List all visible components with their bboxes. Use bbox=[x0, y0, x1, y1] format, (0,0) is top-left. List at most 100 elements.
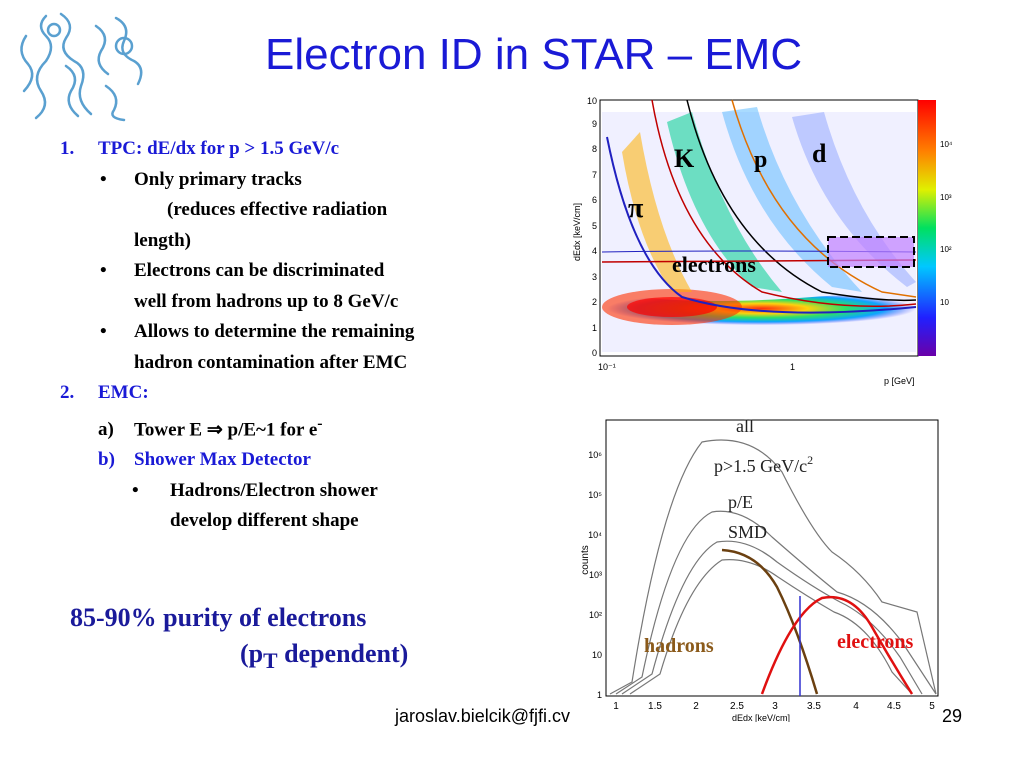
bullet-marker: • bbox=[132, 479, 139, 501]
y-axis-label: counts bbox=[580, 545, 591, 574]
purity-line-1: 85-90% purity of electrons bbox=[70, 603, 367, 632]
kaon-label: K bbox=[674, 144, 695, 173]
y-tick: 10⁵ bbox=[588, 490, 602, 500]
x-tick: 1 bbox=[790, 362, 795, 372]
smd-label: SMD bbox=[728, 522, 767, 542]
purity-text: dependent) bbox=[277, 639, 409, 668]
list-item-tpc: 1. TPC: dE/dx for p > 1.5 GeV/c bbox=[60, 134, 520, 165]
y-tick: 1 bbox=[597, 690, 602, 700]
y-tick: 10³ bbox=[589, 570, 602, 580]
x-axis-label: dEdx [keV/cm] bbox=[732, 713, 790, 722]
body-text: 1. TPC: dE/dx for p > 1.5 GeV/c • Only pri… bbox=[60, 134, 520, 537]
electrons-fit bbox=[760, 595, 914, 695]
y-tick: 5 bbox=[592, 221, 597, 231]
dedx-spectrum-plot: 1 10 10² 10³ 10⁴ 10⁵ 10⁶ counts 1 1.5 2 … bbox=[580, 416, 939, 722]
deuteron-label: d bbox=[812, 139, 827, 168]
proton-label: p bbox=[754, 147, 767, 173]
list-number: 1. bbox=[60, 138, 75, 159]
electrons-label: electrons bbox=[672, 252, 756, 277]
all-label: all bbox=[736, 416, 754, 436]
list-number: 2. bbox=[60, 382, 75, 403]
pe-label: p/E bbox=[728, 492, 753, 512]
y-tick: 6 bbox=[592, 195, 597, 205]
colorbar bbox=[918, 100, 936, 356]
colorbar-tick: 10 bbox=[940, 298, 949, 307]
colorbar-tick: 10⁴ bbox=[940, 140, 953, 149]
x-tick: 5 bbox=[929, 701, 935, 712]
list-label: TPC: dE/dx for p > 1.5 GeV/c bbox=[98, 138, 340, 159]
pe-spectrum bbox=[621, 540, 923, 695]
y-tick-labels: 1 10 10² 10³ 10⁴ 10⁵ 10⁶ bbox=[588, 450, 602, 700]
smd-spectrum bbox=[629, 559, 913, 695]
x-tick: 1.5 bbox=[648, 701, 662, 712]
x-tick: 3.5 bbox=[807, 701, 821, 712]
y-tick: 1 bbox=[592, 323, 597, 333]
pcut-label-text: p>1.5 GeV/c bbox=[714, 456, 807, 476]
x-tick-labels: 10⁻¹ 1 bbox=[598, 362, 795, 372]
bullet-text: Only primary tracks bbox=[134, 168, 302, 190]
purity-text: (p bbox=[240, 639, 264, 668]
y-tick: 10⁶ bbox=[588, 450, 602, 460]
x-tick: 4.5 bbox=[887, 701, 901, 712]
colorbar-tick: 10³ bbox=[940, 193, 952, 202]
purity-statement: 85-90% purity of electrons (pT dependent… bbox=[70, 600, 408, 679]
x-tick: 3 bbox=[772, 701, 778, 712]
bullet-marker: • bbox=[100, 260, 107, 281]
bullet-item: • Allows to determine the remaining bbox=[60, 317, 520, 348]
purity-subscript: T bbox=[263, 649, 278, 674]
y-tick: 10² bbox=[589, 610, 602, 620]
y-tick: 10⁴ bbox=[588, 530, 602, 540]
y-tick: 3 bbox=[592, 272, 597, 282]
electrons-label: electrons bbox=[837, 631, 913, 653]
colorbar-tick-labels: 10⁴ 10³ 10² 10 bbox=[940, 140, 953, 307]
footer-email: jaroslav.bielcik@fjfi.cv bbox=[395, 706, 570, 726]
sub-text: Tower E ⇒ p/E~1 for e bbox=[134, 418, 318, 440]
x-tick: 1 bbox=[613, 701, 619, 712]
bullet-text-continued: well from hadrons up to 8 GeV/c bbox=[134, 290, 399, 312]
y-tick: 8 bbox=[592, 144, 597, 154]
pion-label: π bbox=[628, 193, 644, 224]
y-tick: 9 bbox=[592, 119, 597, 129]
bullet-text-continued: length) bbox=[134, 229, 191, 251]
bullet-text-continued: hadron contamination after EMC bbox=[134, 351, 408, 373]
y-tick: 7 bbox=[592, 170, 597, 180]
university-logo bbox=[20, 12, 143, 122]
list-label: EMC: bbox=[98, 382, 149, 403]
bullet-text-continued: (reduces effective radiation bbox=[167, 199, 388, 220]
all-spectrum bbox=[609, 439, 937, 695]
y-tick-labels: 0 1 2 3 4 5 6 7 8 9 10 bbox=[587, 96, 597, 358]
bullet-text: Hadrons/Electron shower bbox=[170, 479, 378, 501]
bullet-item: • Hadrons/Electron shower bbox=[60, 476, 520, 507]
colorbar-tick: 10² bbox=[940, 245, 952, 254]
bullet-text: Electrons can be discriminated bbox=[134, 260, 385, 281]
sub-item-a: a) Tower E ⇒ p/E~1 for e- bbox=[60, 409, 520, 446]
sub-text-superscript: - bbox=[317, 414, 323, 432]
hadrons-fit bbox=[721, 548, 819, 695]
x-tick-labels: 1 1.5 2 2.5 3 3.5 4 4.5 5 bbox=[613, 701, 935, 712]
hadrons-label: hadrons bbox=[644, 635, 714, 657]
slide-title: Electron ID in STAR – EMC bbox=[265, 30, 803, 79]
sub-text: Shower Max Detector bbox=[134, 449, 311, 471]
dedx-vs-momentum-plot: 0 1 2 3 4 5 6 7 8 9 10 dEdx [keV/cm] 10⁻… bbox=[572, 96, 953, 386]
list-item-emc: 2. EMC: bbox=[60, 378, 520, 409]
sub-item-b: b) Shower Max Detector bbox=[60, 445, 520, 476]
y-axis-label: dEdx [keV/cm] bbox=[572, 203, 582, 261]
pcut-spectrum bbox=[615, 510, 937, 695]
bullet-text-continued: develop different shape bbox=[170, 510, 359, 532]
pcut-label: p>1.5 GeV/c2 bbox=[714, 453, 813, 476]
purity-line-2: (pT dependent) bbox=[70, 636, 408, 679]
sub-marker: b) bbox=[98, 449, 115, 471]
y-tick: 4 bbox=[592, 246, 597, 256]
y-tick: 10 bbox=[587, 96, 597, 106]
bullet-marker: • bbox=[100, 168, 107, 190]
x-tick: 2.5 bbox=[730, 701, 744, 712]
x-tick: 2 bbox=[693, 701, 699, 712]
y-tick: 10 bbox=[592, 650, 602, 660]
y-tick: 2 bbox=[592, 297, 597, 307]
bullet-item: • Electrons can be discriminated bbox=[60, 256, 520, 287]
x-tick: 4 bbox=[853, 701, 859, 712]
page-number: 29 bbox=[942, 706, 963, 726]
bullet-marker: • bbox=[100, 321, 107, 342]
y-tick: 0 bbox=[592, 348, 597, 358]
sub-marker: a) bbox=[98, 418, 114, 440]
